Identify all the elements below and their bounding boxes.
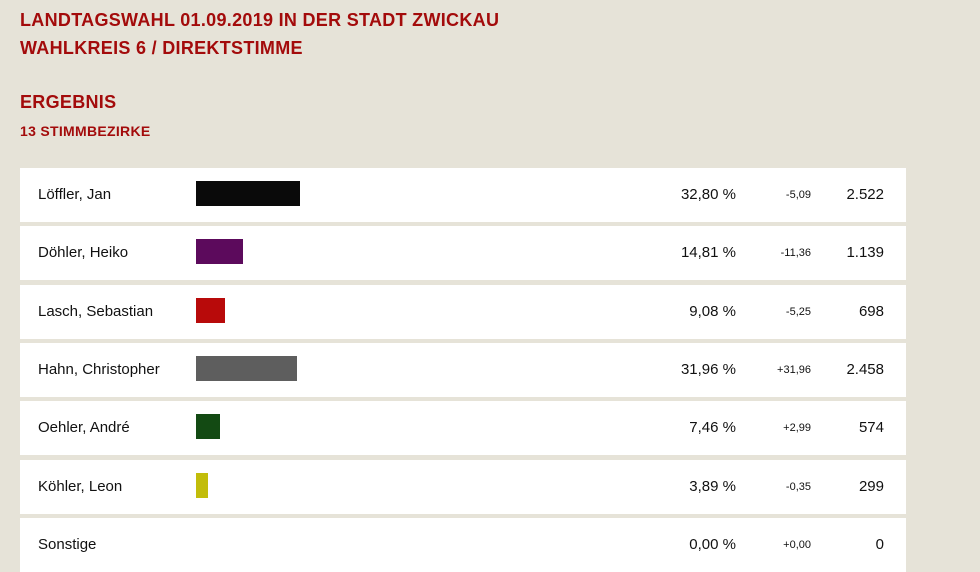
page: {"header":{"title":"LANDTAGSWAHL 01.09.2… bbox=[20, 10, 906, 572]
percentage: 3,89 % bbox=[689, 477, 736, 495]
bar bbox=[196, 472, 209, 498]
result-row: Löffler, Jan 32,80 % -5,09 2.522 bbox=[20, 168, 906, 222]
result-row: Lasch, Sebastian 9,08 % -5,25 698 bbox=[20, 284, 906, 339]
change: -5,09 bbox=[785, 189, 811, 201]
percentage: 0,00 % bbox=[689, 535, 736, 553]
bar bbox=[196, 239, 243, 265]
votes: 299 bbox=[858, 477, 884, 495]
percentage: 9,08 % bbox=[689, 302, 736, 320]
percentage: 32,80 % bbox=[680, 186, 736, 203]
change: -5,25 bbox=[785, 305, 811, 318]
change: -11,36 bbox=[780, 247, 811, 260]
percentage: 7,46 % bbox=[689, 419, 736, 437]
result-row: Köhler, Leon 3,89 % -0,35 299 bbox=[20, 459, 906, 514]
change: +31,96 bbox=[777, 363, 811, 376]
candidate-name: Köhler, Leon bbox=[38, 477, 123, 495]
votes: 698 bbox=[858, 302, 884, 320]
candidate-name: Sonstige bbox=[38, 535, 97, 553]
change: +2,99 bbox=[783, 422, 811, 435]
candidate-name: Lasch, Sebastian bbox=[38, 302, 154, 320]
votes: 574 bbox=[858, 419, 884, 437]
section-note: 13 STIMMBEZIRKE bbox=[20, 123, 151, 139]
candidate-name: Döhler, Heiko bbox=[38, 244, 129, 262]
bar bbox=[196, 414, 220, 440]
candidate-name: Löffler, Jan bbox=[38, 186, 112, 203]
change: +0,00 bbox=[783, 538, 811, 551]
bar bbox=[196, 297, 225, 323]
title: LANDTAGSWAHL 01.09.2019 IN DER STADT ZWI… bbox=[20, 10, 500, 30]
subtitle: WAHLKREIS 6 / DIREKTSTIMME bbox=[20, 38, 303, 58]
percentage: 14,81 % bbox=[680, 244, 736, 262]
section-title: ERGEBNIS bbox=[20, 92, 117, 112]
votes: 2.458 bbox=[846, 360, 884, 378]
candidate-name: Oehler, André bbox=[38, 419, 130, 437]
result-row: Sonstige 0,00 % +0,00 0 bbox=[20, 517, 906, 572]
result-row: Oehler, André 7,46 % +2,99 574 bbox=[20, 401, 906, 456]
result-row: Döhler, Heiko 14,81 % -11,36 1.139 bbox=[20, 226, 906, 281]
candidate-name: Hahn, Christopher bbox=[38, 360, 160, 378]
change: -0,35 bbox=[785, 480, 811, 493]
votes: 0 bbox=[875, 535, 884, 553]
votes: 2.522 bbox=[846, 186, 884, 203]
votes: 1.139 bbox=[846, 244, 884, 262]
result-row: Hahn, Christopher 31,96 % +31,96 2.458 bbox=[20, 342, 906, 397]
bar bbox=[196, 181, 300, 206]
bar bbox=[196, 355, 298, 381]
percentage: 31,96 % bbox=[680, 360, 736, 378]
